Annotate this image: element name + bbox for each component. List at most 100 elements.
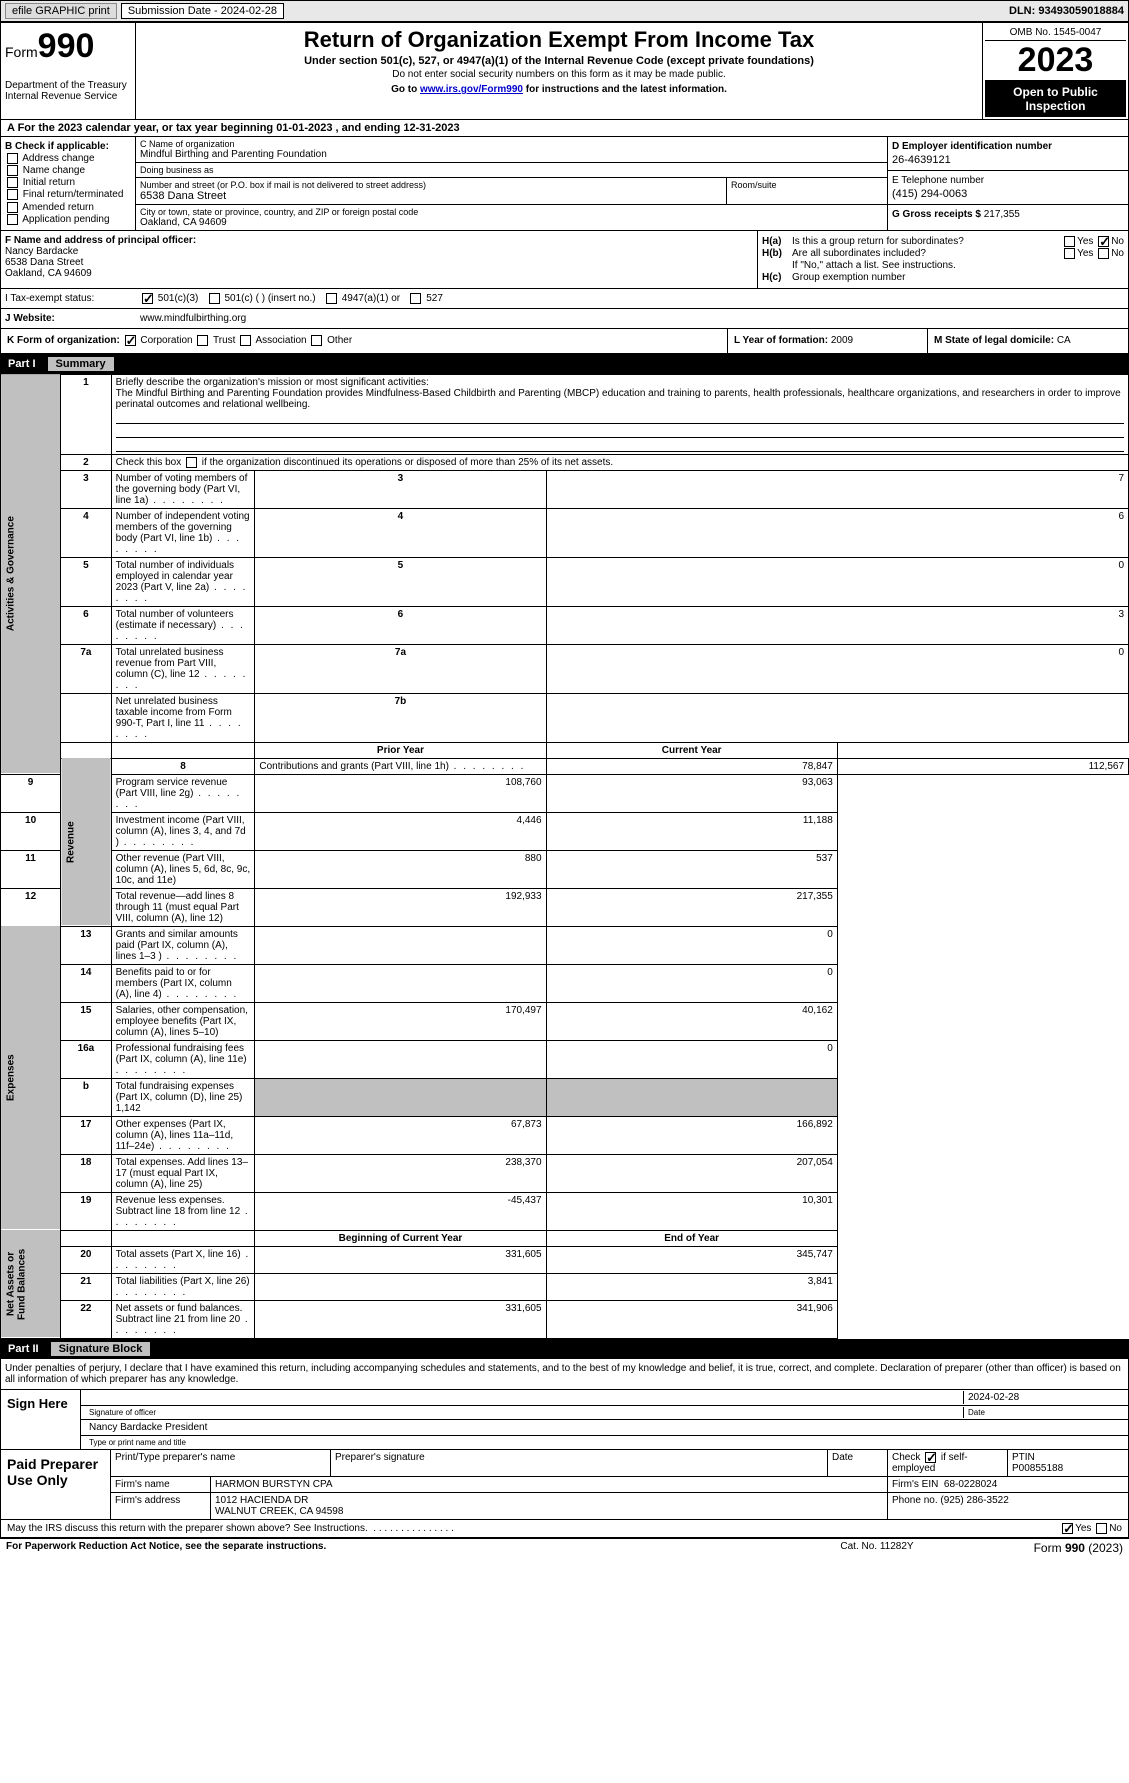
l7b-text: Net unrelated business taxable income fr… (111, 693, 255, 742)
l14-current: 0 (546, 964, 837, 1002)
l20-end: 345,747 (546, 1246, 837, 1273)
row-website: J Website: www.mindfulbirthing.org (0, 309, 1129, 329)
l21-end: 3,841 (546, 1273, 837, 1300)
room-label: Room/suite (731, 180, 883, 190)
501c3-checkbox[interactable] (142, 293, 153, 304)
telephone-label: E Telephone number (892, 175, 1124, 186)
state-domicile-label: M State of legal domicile: (934, 335, 1054, 346)
firm-phone-value: (925) 286-3522 (940, 1495, 1008, 1506)
city-label: City or town, state or province, country… (140, 207, 883, 217)
website-value: www.mindfulbirthing.org (136, 309, 1128, 328)
begin-year-header: Beginning of Current Year (255, 1230, 546, 1246)
name-change-checkbox[interactable] (7, 165, 18, 176)
state-domicile-value: CA (1057, 335, 1071, 346)
trust-checkbox[interactable] (197, 335, 208, 346)
l16b-text: Total fundraising expenses (Part IX, col… (111, 1078, 255, 1116)
part2-title: Signature Block (51, 1342, 151, 1356)
l13-current: 0 (546, 926, 837, 964)
l4-text: Number of independent voting members of … (111, 508, 255, 557)
l22-end: 341,906 (546, 1300, 837, 1338)
row-a-tax-year: A For the 2023 calendar year, or tax yea… (0, 120, 1129, 137)
l18-current: 207,054 (546, 1154, 837, 1192)
row-klm: K Form of organization: Corporation Trus… (0, 329, 1129, 353)
l15-text: Salaries, other compensation, employee b… (111, 1002, 255, 1040)
sign-here-label: Sign Here (1, 1390, 81, 1449)
final-return-label: Final return/terminated (23, 190, 124, 201)
year-formation-label: L Year of formation: (734, 335, 828, 346)
hb-yes-checkbox[interactable] (1064, 248, 1075, 259)
l5-text: Total number of individuals employed in … (111, 557, 255, 606)
assoc-checkbox[interactable] (240, 335, 251, 346)
no-label-2: No (1111, 248, 1124, 259)
l6-value: 3 (546, 606, 1128, 644)
part2-num: Part II (8, 1343, 39, 1355)
discuss-yes-checkbox[interactable] (1062, 1523, 1073, 1534)
side-label-exp: Expenses (1, 926, 61, 1230)
l2-checkbox[interactable] (186, 457, 197, 468)
page-footer: For Paperwork Reduction Act Notice, see … (0, 1538, 1129, 1557)
l16a-prior (255, 1040, 546, 1078)
self-employed-checkbox[interactable] (925, 1452, 936, 1463)
form-subtitle-1: Under section 501(c), 527, or 4947(a)(1)… (140, 55, 978, 67)
footer-form-prefix: Form (1034, 1541, 1065, 1555)
hc-label: H(c) (762, 272, 792, 283)
501c-other-checkbox[interactable] (209, 293, 220, 304)
ha-yes-checkbox[interactable] (1064, 236, 1075, 247)
prep-date-label: Date (828, 1450, 888, 1476)
cat-number: Cat. No. 11282Y (840, 1541, 913, 1555)
other-checkbox[interactable] (311, 335, 322, 346)
l4-value: 6 (546, 508, 1128, 557)
assoc-label: Association (255, 336, 306, 347)
ha-no-checkbox[interactable] (1098, 236, 1109, 247)
l16a-text: Professional fundraising fees (Part IX, … (111, 1040, 255, 1078)
name-change-label: Name change (23, 165, 85, 176)
hb-no-checkbox[interactable] (1098, 248, 1109, 259)
l11-prior: 880 (255, 850, 546, 888)
form-header: Form990 Department of the Treasury Inter… (0, 22, 1129, 120)
irs-link[interactable]: www.irs.gov/Form990 (420, 84, 523, 95)
amended-return-checkbox[interactable] (7, 202, 18, 213)
l1-text: The Mindful Birthing and Parenting Found… (116, 388, 1121, 410)
website-label: J Website: (1, 309, 136, 328)
l9-prior: 108,760 (255, 774, 546, 812)
l22-text: Net assets or fund balances. Subtract li… (111, 1300, 255, 1338)
initial-return-checkbox[interactable] (7, 177, 18, 188)
part2-header: Part II Signature Block (0, 1339, 1129, 1359)
l21-text: Total liabilities (Part X, line 26) (111, 1273, 255, 1300)
yes-label: Yes (1077, 236, 1093, 247)
submission-date: Submission Date - 2024-02-28 (121, 3, 284, 19)
address-change-checkbox[interactable] (7, 153, 18, 164)
app-pending-checkbox[interactable] (7, 214, 18, 225)
side-label-na: Net Assets or Fund Balances (1, 1230, 61, 1338)
goto-prefix: Go to (391, 84, 420, 95)
part1-title: Summary (48, 357, 114, 371)
l7b-value (546, 693, 1128, 742)
l3-value: 7 (546, 470, 1128, 508)
ha-label: H(a) (762, 236, 792, 247)
prep-sig-label: Preparer's signature (331, 1450, 828, 1476)
corp-checkbox[interactable] (125, 335, 136, 346)
l8-prior: 78,847 (546, 758, 837, 774)
efile-print-button[interactable]: efile GRAPHIC print (5, 3, 117, 19)
discuss-no-checkbox[interactable] (1096, 1523, 1107, 1534)
officer-name-value: Nancy Bardacke President (85, 1421, 1124, 1434)
hb-note: If "No," attach a list. See instructions… (792, 260, 1124, 271)
footer-form-num: 990 (1065, 1541, 1085, 1555)
street-value: 6538 Dana Street (140, 190, 722, 202)
final-return-checkbox[interactable] (7, 189, 18, 200)
l17-text: Other expenses (Part IX, column (A), lin… (111, 1116, 255, 1154)
l3-text: Number of voting members of the governin… (111, 470, 255, 508)
omb-number: OMB No. 1545-0047 (985, 25, 1126, 41)
tax-status-label: I Tax-exempt status: (1, 289, 136, 308)
top-toolbar: efile GRAPHIC print Submission Date - 20… (0, 0, 1129, 22)
527-label: 527 (426, 293, 443, 304)
4947-checkbox[interactable] (326, 293, 337, 304)
l10-current: 11,188 (546, 812, 837, 850)
l17-current: 166,892 (546, 1116, 837, 1154)
l19-prior: -45,437 (255, 1192, 546, 1230)
l12-prior: 192,933 (255, 888, 546, 926)
discuss-yes-label: Yes (1075, 1523, 1091, 1534)
l11-text: Other revenue (Part VIII, column (A), li… (111, 850, 255, 888)
summary-table: Activities & Governance 1 Briefly descri… (0, 374, 1129, 1339)
527-checkbox[interactable] (410, 293, 421, 304)
